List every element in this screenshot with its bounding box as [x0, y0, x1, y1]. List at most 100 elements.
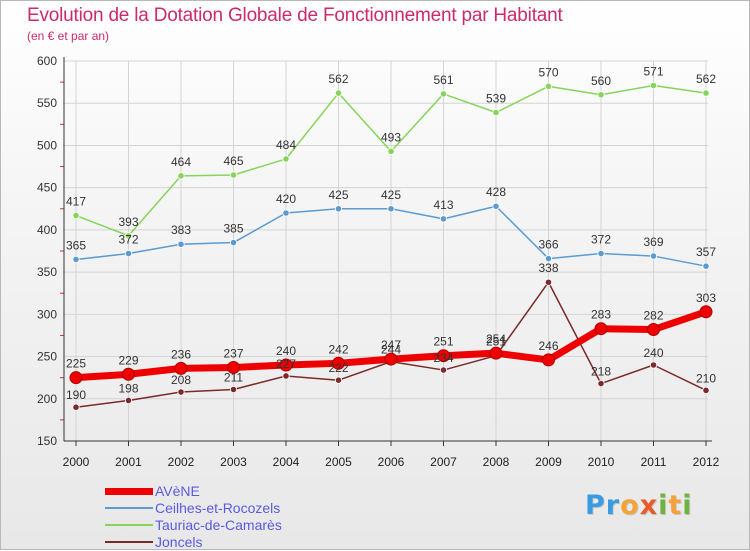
x-tick-label: 2012 [693, 455, 720, 469]
data-point [439, 215, 448, 223]
data-point [597, 379, 605, 388]
data-point [177, 388, 185, 396]
x-tick-label: 2009 [535, 455, 562, 469]
data-point [72, 403, 80, 411]
data-point [542, 353, 555, 367]
data-label: 413 [433, 198, 453, 212]
data-point [544, 255, 553, 263]
data-label: 210 [696, 371, 716, 385]
x-tick-label: 2000 [63, 455, 90, 469]
data-label: 237 [223, 347, 243, 361]
data-point [282, 372, 290, 380]
data-label: 369 [643, 235, 663, 249]
y-tick-label: 150 [37, 434, 57, 448]
data-label: 484 [276, 138, 296, 152]
data-point [649, 361, 658, 369]
data-label: 570 [538, 65, 558, 79]
y-tick-label: 300 [37, 307, 57, 321]
data-label: 465 [223, 154, 243, 168]
x-tick-label: 2010 [588, 455, 615, 469]
data-point [597, 91, 605, 99]
x-tick-label: 2011 [641, 455, 667, 469]
y-tick-label: 600 [37, 54, 57, 68]
data-point [384, 352, 398, 366]
data-point [594, 322, 608, 336]
data-point [597, 249, 605, 258]
data-label: 229 [118, 353, 138, 367]
data-label: 198 [118, 381, 138, 395]
legend-label: Tauriac-de-Camarès [155, 517, 282, 533]
y-tick-label: 450 [37, 181, 57, 195]
data-label: 560 [591, 74, 611, 88]
data-point [699, 305, 713, 319]
data-label: 190 [66, 388, 86, 402]
data-label: 222 [328, 361, 348, 375]
data-point [124, 396, 133, 405]
data-label: 211 [224, 370, 243, 384]
data-label: 240 [643, 346, 663, 360]
legend-swatch [105, 524, 153, 526]
data-label: 338 [538, 261, 558, 275]
data-point [649, 81, 658, 90]
data-label: 561 [433, 73, 453, 87]
data-label: 393 [118, 215, 138, 229]
data-point [387, 205, 395, 213]
y-tick-label: 350 [37, 265, 57, 279]
legend-swatch [105, 541, 153, 543]
x-tick-label: 2005 [325, 455, 352, 469]
data-point [72, 255, 80, 264]
data-point [282, 155, 290, 163]
data-label: 236 [171, 347, 191, 361]
data-label: 242 [328, 342, 348, 356]
data-point [229, 171, 238, 179]
data-label: 247 [381, 338, 401, 352]
data-label: 425 [328, 188, 348, 202]
data-label: 282 [643, 309, 663, 323]
x-tick-label: 2008 [483, 455, 510, 469]
data-point [174, 361, 188, 375]
data-label: 562 [328, 72, 348, 86]
data-point [124, 249, 133, 258]
data-point [489, 346, 503, 360]
y-tick-label: 550 [37, 96, 57, 110]
data-point [177, 240, 185, 248]
chart-title: Evolution de la Dotation Globale de Fonc… [27, 5, 563, 26]
data-point [492, 202, 500, 210]
data-label: 562 [696, 72, 716, 86]
data-label: 218 [591, 365, 611, 379]
y-tick-label: 500 [37, 138, 57, 152]
data-label: 428 [486, 185, 506, 199]
data-point [334, 205, 343, 213]
data-point [647, 323, 660, 337]
data-point [282, 209, 290, 217]
data-label: 425 [381, 188, 401, 202]
y-tick-label: 400 [37, 223, 57, 237]
data-label: 539 [486, 92, 506, 106]
data-point [332, 356, 345, 370]
data-point [387, 147, 395, 155]
legend-label: AVèNE [155, 483, 200, 499]
x-tick-label: 2003 [220, 455, 247, 469]
legend-swatch [105, 507, 153, 509]
data-point [69, 371, 83, 385]
data-label: 372 [118, 233, 138, 247]
y-tick-label: 250 [37, 350, 57, 364]
data-label: 383 [171, 223, 191, 237]
data-point [649, 252, 658, 260]
data-label: 420 [276, 192, 296, 206]
data-point [702, 386, 710, 394]
data-point [437, 349, 450, 363]
data-point [279, 358, 293, 372]
data-point [439, 366, 448, 374]
data-point [177, 172, 185, 180]
data-label: 240 [276, 344, 296, 358]
legend-label: Ceilhes-et-Rocozels [155, 500, 281, 516]
data-point [229, 238, 238, 247]
x-tick-label: 2007 [430, 455, 457, 469]
data-label: 246 [538, 339, 558, 353]
x-tick-label: 2004 [273, 455, 300, 469]
data-point [334, 376, 343, 384]
y-tick-label: 200 [37, 392, 57, 406]
